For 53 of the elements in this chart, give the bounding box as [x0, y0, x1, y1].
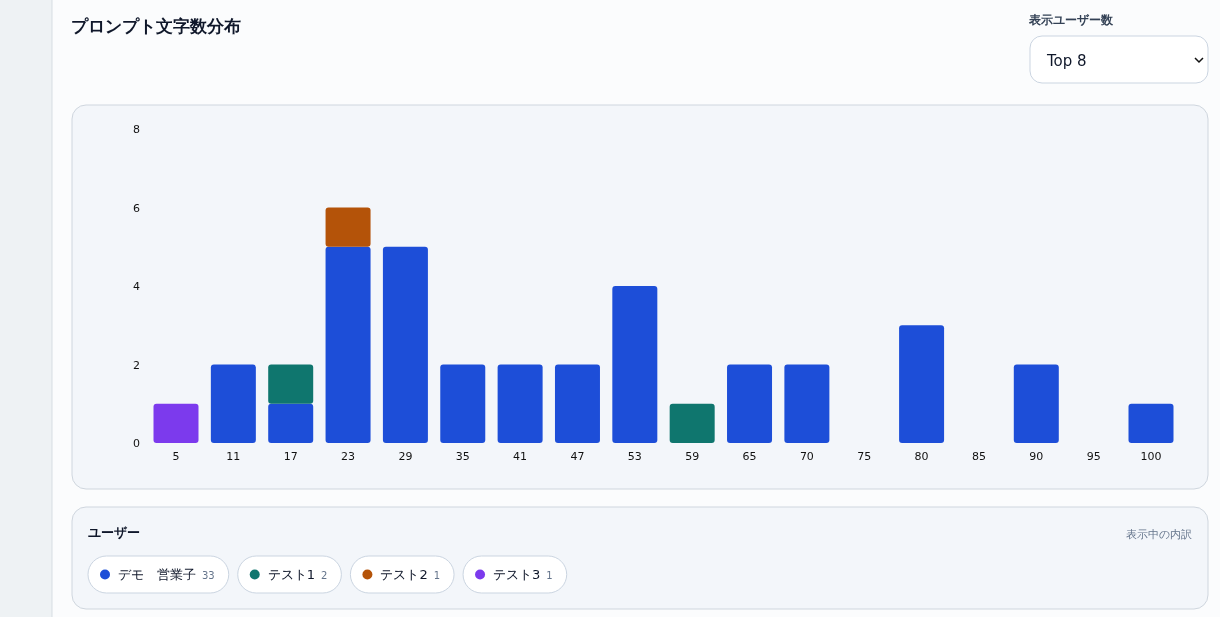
text: 2	[321, 570, 328, 581]
legend-label: テスト3	[493, 567, 541, 582]
bar	[612, 286, 658, 443]
x-tick-label: 65	[742, 450, 757, 463]
bar	[440, 364, 486, 443]
y-tick-label: 8	[133, 123, 140, 136]
y-tick-label: 2	[133, 358, 140, 372]
x-tick-label: 80	[914, 450, 929, 463]
x-tick-label: 53	[627, 450, 642, 463]
text: 33	[202, 570, 215, 581]
text: 1	[546, 570, 553, 581]
x-tick-label: 85	[971, 450, 986, 463]
bar	[727, 364, 773, 443]
y-tick-label: 6	[133, 201, 140, 215]
legend-label: デモ 営業子	[118, 567, 196, 582]
x-tick-label: 95	[1086, 450, 1101, 463]
bar	[899, 325, 945, 443]
bar	[325, 207, 371, 247]
text: 表示ユーザー数	[1028, 13, 1114, 27]
legend-title: ユーザー	[88, 525, 140, 540]
bar	[1128, 403, 1174, 443]
text: 表示中の内訳	[1126, 528, 1192, 541]
bar	[382, 246, 428, 443]
legend-label: テスト2	[380, 567, 428, 582]
chart-title: プロンプト文字数分布	[71, 16, 241, 36]
x-tick-label: 90	[1029, 450, 1044, 463]
bar	[1013, 364, 1059, 443]
bar	[669, 403, 715, 443]
legend-label: テスト1	[267, 567, 316, 582]
x-tick-label: 23	[341, 450, 356, 463]
bar	[554, 364, 600, 443]
x-tick-label: 100	[1140, 450, 1162, 463]
bar	[153, 403, 199, 443]
x-tick-label: 35	[455, 450, 470, 463]
x-tick-label: 59	[685, 450, 700, 463]
bar	[268, 403, 314, 443]
x-tick-label: 70	[799, 450, 814, 463]
x-tick-label: 47	[570, 450, 585, 463]
bar	[210, 364, 256, 443]
x-tick-label: 41	[513, 450, 528, 463]
x-tick-label: 11	[226, 450, 241, 463]
bar	[325, 246, 371, 443]
text: 1	[433, 570, 441, 581]
text: Top 8	[1046, 52, 1087, 70]
y-tick-label: 0	[133, 437, 140, 450]
x-tick-label: 5	[172, 450, 180, 463]
y-tick-label: 4	[133, 280, 140, 293]
bar	[268, 364, 314, 404]
x-tick-label: 17	[283, 450, 298, 463]
x-tick-label: 75	[857, 450, 872, 463]
x-tick-label: 29	[398, 450, 413, 463]
bar	[497, 364, 543, 443]
bar	[784, 364, 830, 443]
